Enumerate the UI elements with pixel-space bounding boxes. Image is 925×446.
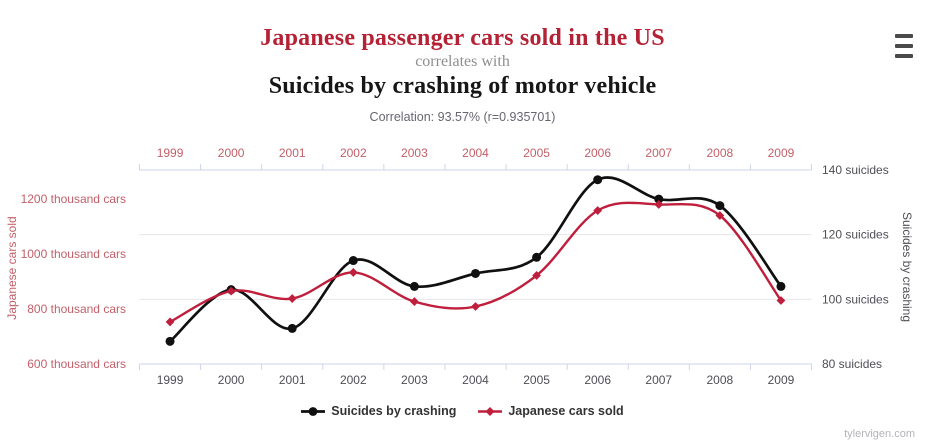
bottom-x-axis-label: 2007 <box>645 373 672 387</box>
bottom-x-axis-label: 2004 <box>462 373 489 387</box>
page-title-top: Japanese passenger cars sold in the US <box>260 25 665 51</box>
series-line-suicides <box>168 176 783 343</box>
data-point-cars <box>348 268 358 277</box>
data-point-suicides <box>715 201 725 211</box>
data-point-cars <box>776 296 786 305</box>
data-point-suicides <box>165 336 175 346</box>
legend-label-cars: Japanese cars sold <box>508 404 624 418</box>
top-x-axis-label: 2008 <box>707 146 734 160</box>
correlates-with-label: correlates with <box>415 53 510 70</box>
data-point-suicides <box>287 323 297 333</box>
bottom-x-axis-label: 2002 <box>340 373 367 387</box>
right-y-axis-label: 120 suicides <box>822 228 889 242</box>
data-point-cars <box>410 297 419 306</box>
right-y-axis-label: 140 suicides <box>822 163 889 177</box>
bottom-x-axis-label: 2009 <box>768 373 795 387</box>
top-x-axis-label: 2000 <box>218 146 245 160</box>
bottom-x-axis-label: 2001 <box>279 373 306 387</box>
hamburger-menu-icon <box>894 34 914 58</box>
diamond-marker-icon <box>478 406 503 416</box>
top-x-axis-label: 2006 <box>584 146 611 160</box>
left-axis-title: Japanese cars sold <box>5 216 19 319</box>
bottom-x-axis-label: 2005 <box>523 373 550 387</box>
menu-button[interactable] <box>891 30 917 62</box>
bottom-x-axis-label: 2008 <box>707 373 734 387</box>
top-x-axis-label: 2009 <box>768 146 795 160</box>
bottom-x-axis-label: 2003 <box>401 373 428 387</box>
data-point-suicides <box>409 281 419 291</box>
right-y-axis-label: 100 suicides <box>822 292 889 306</box>
data-point-cars <box>165 317 175 327</box>
right-axis-title: Suicides by crashing <box>900 212 914 322</box>
top-x-axis-label: 2005 <box>523 146 550 160</box>
data-point-suicides <box>776 281 786 291</box>
bottom-x-axis-label: 2006 <box>584 373 611 387</box>
left-y-axis-label: 800 thousand cars <box>27 302 126 316</box>
chart-canvas: 1999 1999 2000 2000 2001 2001 2002 2002 2003 2003… <box>5 146 914 387</box>
data-point-suicides <box>532 252 542 262</box>
legend-label-suicides: Suicides by crashing <box>331 404 457 418</box>
left-y-axis-label: 1000 thousand cars <box>21 247 126 261</box>
top-x-axis-label: 1999 <box>157 146 184 160</box>
circle-marker-icon <box>301 406 326 416</box>
data-point-cars <box>715 211 725 220</box>
chart-legend: Suicides by crashing Japanese cars sold <box>0 404 925 418</box>
top-x-axis-label: 2002 <box>340 146 367 160</box>
data-point-cars <box>532 271 541 280</box>
legend-item-suicides[interactable]: Suicides by crashing <box>301 404 456 418</box>
left-y-axis-label: 1200 thousand cars <box>21 192 126 206</box>
correlation-chart: 1999 1999 2000 2000 2001 2001 2002 2002 2003 2003… <box>0 140 925 400</box>
top-x-axis-label: 2001 <box>279 146 306 160</box>
data-point-cars <box>287 294 297 303</box>
left-y-axis-label: 600 thousand cars <box>27 357 126 371</box>
data-point-cars <box>654 200 664 209</box>
data-point-cars <box>471 302 480 311</box>
top-x-axis-label: 2003 <box>401 146 428 160</box>
data-point-suicides <box>654 194 664 204</box>
data-point-cars <box>593 206 603 215</box>
page-title-bottom: Suicides by crashing of motor vehicle <box>268 73 657 99</box>
bottom-x-axis-label: 2000 <box>218 373 245 387</box>
legend-item-cars[interactable]: Japanese cars sold <box>478 404 624 418</box>
data-point-suicides <box>471 268 480 278</box>
data-point-suicides <box>348 256 358 266</box>
correlation-label: Correlation: 93.57% (r=0.935701) <box>369 110 556 124</box>
bottom-x-axis-label: 1999 <box>157 373 184 387</box>
right-y-axis-label: 80 suicides <box>822 357 882 371</box>
series-line-cars <box>168 201 783 324</box>
site-credit: tylervigen.com <box>844 428 915 440</box>
data-point-suicides <box>593 175 603 185</box>
top-x-axis-label: 2004 <box>462 146 489 160</box>
top-x-axis-label: 2007 <box>645 146 672 160</box>
